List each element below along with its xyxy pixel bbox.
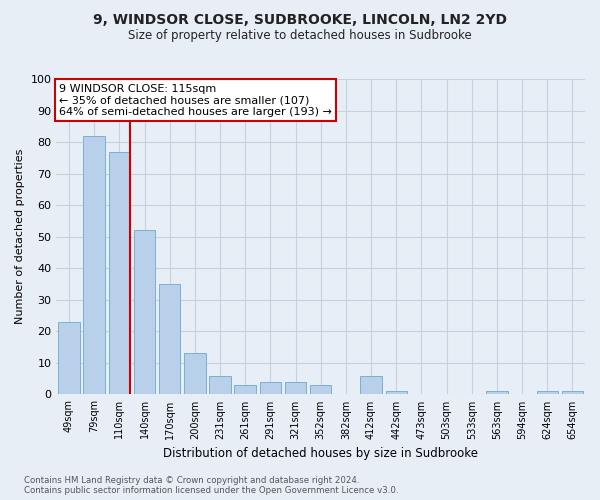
Bar <box>310 385 331 394</box>
Bar <box>386 392 407 394</box>
Bar <box>486 392 508 394</box>
Bar <box>536 392 558 394</box>
Text: Contains HM Land Registry data © Crown copyright and database right 2024.: Contains HM Land Registry data © Crown c… <box>24 476 359 485</box>
Text: Size of property relative to detached houses in Sudbrooke: Size of property relative to detached ho… <box>128 29 472 42</box>
Bar <box>58 322 80 394</box>
Bar <box>109 152 130 394</box>
Bar <box>209 376 231 394</box>
Bar <box>562 392 583 394</box>
Y-axis label: Number of detached properties: Number of detached properties <box>15 149 25 324</box>
Bar <box>361 376 382 394</box>
Bar <box>184 354 206 395</box>
Bar <box>83 136 105 394</box>
Bar <box>159 284 181 395</box>
Text: 9, WINDSOR CLOSE, SUDBROOKE, LINCOLN, LN2 2YD: 9, WINDSOR CLOSE, SUDBROOKE, LINCOLN, LN… <box>93 12 507 26</box>
X-axis label: Distribution of detached houses by size in Sudbrooke: Distribution of detached houses by size … <box>163 447 478 460</box>
Text: 9 WINDSOR CLOSE: 115sqm
← 35% of detached houses are smaller (107)
64% of semi-d: 9 WINDSOR CLOSE: 115sqm ← 35% of detache… <box>59 84 332 117</box>
Bar <box>260 382 281 394</box>
Bar <box>134 230 155 394</box>
Bar <box>285 382 306 394</box>
Text: Contains public sector information licensed under the Open Government Licence v3: Contains public sector information licen… <box>24 486 398 495</box>
Bar <box>235 385 256 394</box>
